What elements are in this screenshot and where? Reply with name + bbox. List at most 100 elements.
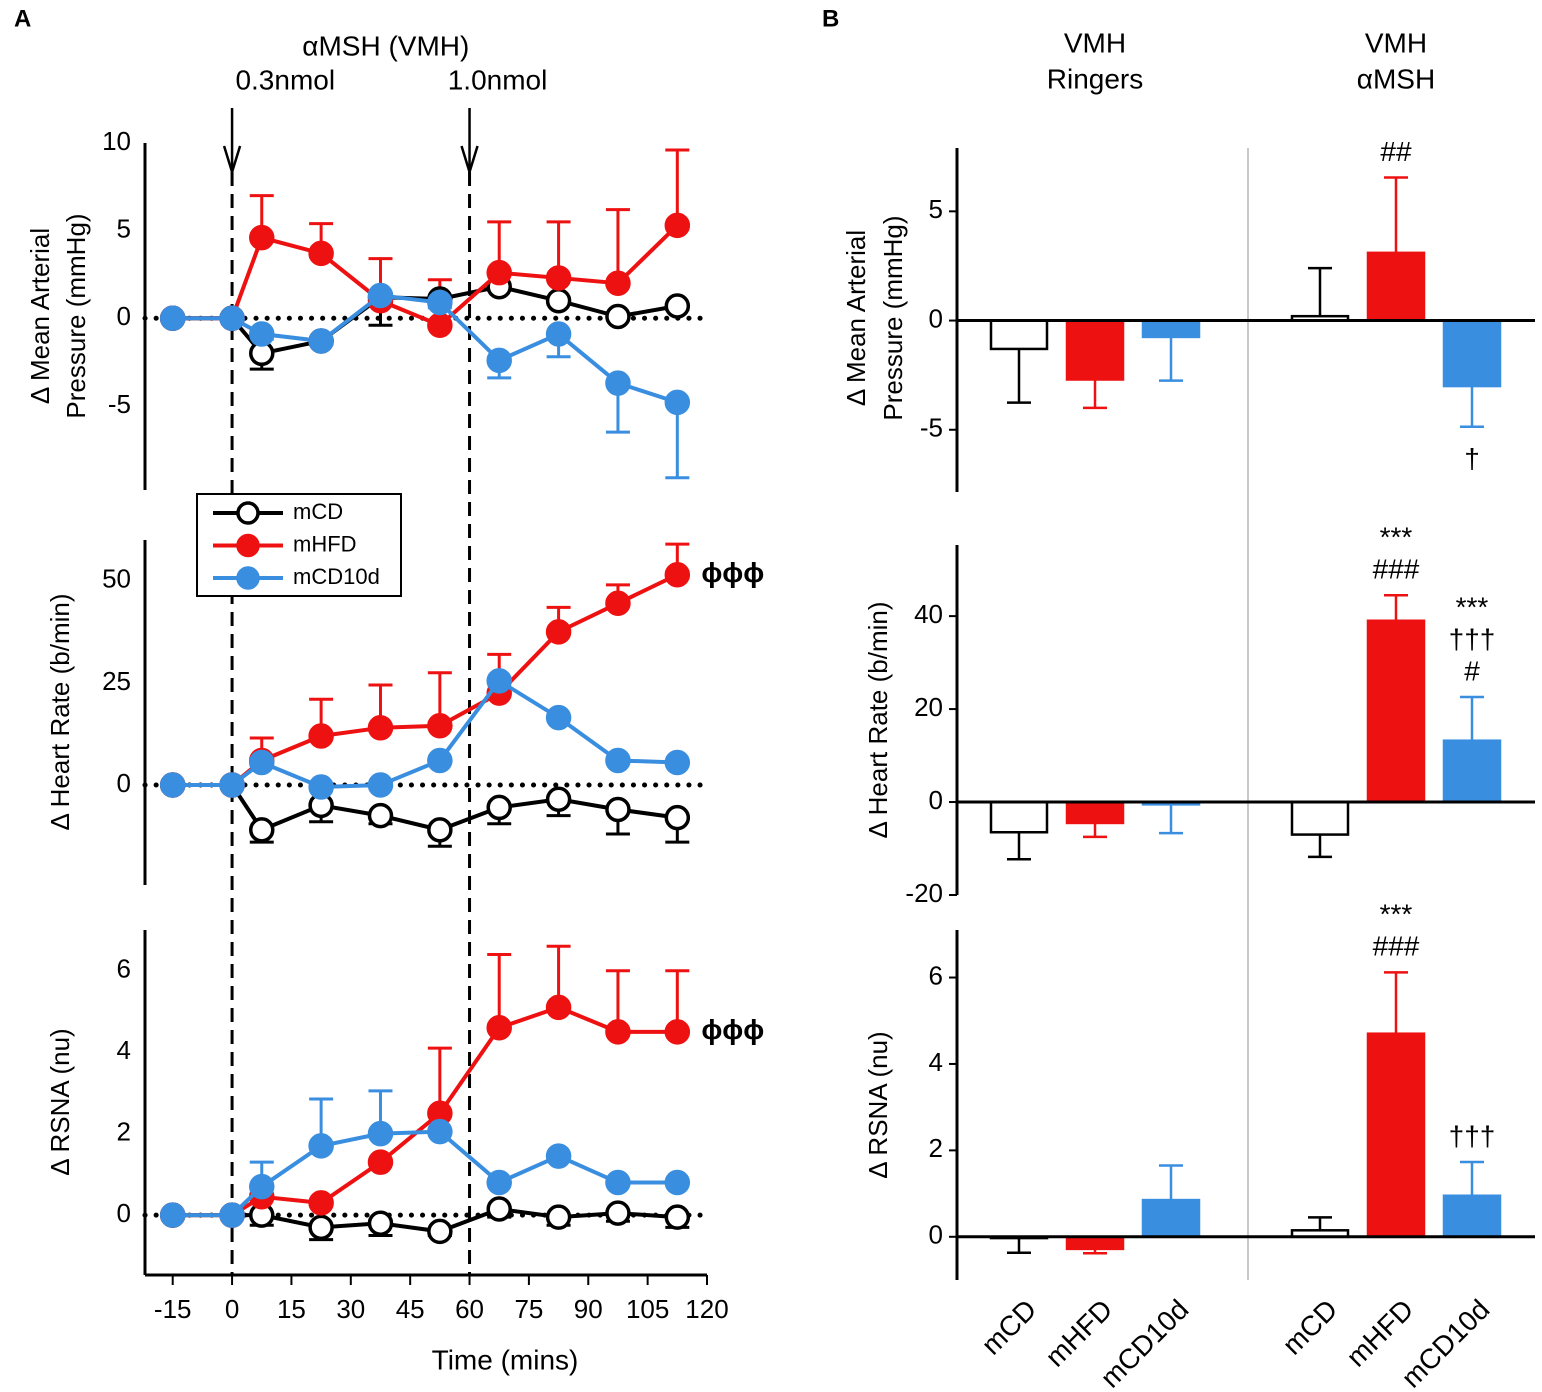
legend-marker [236,501,260,525]
y-tick-label: 6 [117,954,131,984]
series-line [172,782,678,833]
series-line [172,1005,678,1218]
data-point [664,1204,691,1230]
data-point [249,224,275,251]
data-point [486,259,512,286]
annotation: ## [1380,136,1412,167]
x-tick-label: 120 [685,1294,728,1324]
event-arrowhead [222,145,242,177]
group-label: αMSH [1357,63,1435,94]
bar [1065,1235,1125,1251]
data-point [605,747,631,774]
annotation: *** [1380,899,1413,930]
y-tick-label: 2 [117,1117,131,1147]
x-axis-label: Time (mins) [432,1344,579,1375]
y-tick-label: 0 [117,1198,131,1228]
data-point [664,212,691,239]
data-point [308,240,334,267]
y-tick-label: -20 [905,878,943,908]
data-point [308,1214,334,1241]
bar [1141,319,1201,339]
legend-label: mHFD [293,531,357,556]
annotation: *** [1456,591,1489,622]
data-point [427,1218,453,1245]
x-tick-label: 90 [574,1294,603,1324]
y-tick-label: 0 [929,303,943,333]
data-point [219,772,245,798]
legend-marker [236,566,260,590]
data-point [545,704,572,731]
data-point [605,270,631,296]
bar [1442,319,1502,388]
annotation: *** [1380,522,1413,553]
y-axis-label: Δ Heart Rate (b/min) [863,602,893,839]
data-point [605,1019,631,1045]
series-line [172,678,678,790]
data-point [367,802,394,829]
y-axis-label: Δ RSNA (nu) [45,1028,75,1175]
event-label: 0.3nmol [235,64,335,95]
group-label: VMH [1064,27,1126,58]
data-point [427,817,453,843]
x-tick-label: 105 [626,1294,669,1324]
annotation: ϕϕϕ [701,557,764,588]
data-point [605,1200,631,1226]
data-point [219,1202,245,1228]
x-tick-label: 30 [336,1294,365,1324]
data-point [249,1173,275,1200]
data-point [605,370,631,396]
y-tick-label: 0 [117,301,131,331]
data-point [427,747,453,774]
data-point [605,1169,631,1196]
legend-label: mCD [293,499,343,524]
data-point [367,715,394,741]
series-line [172,572,679,787]
panel-label: B [822,5,839,32]
data-point [664,804,691,831]
bar [1290,800,1350,836]
bar [1141,1198,1201,1239]
bar [1065,319,1125,381]
data-point [249,817,275,843]
data-point [605,796,631,823]
data-point [486,347,512,374]
data-point [427,312,453,339]
bar [1366,619,1426,804]
data-point [486,1015,512,1041]
data-point [545,786,572,813]
data-point [545,287,572,314]
series-line [172,223,679,328]
y-axis-label: Δ Heart Rate (b/min) [45,594,75,831]
y-tick-label: 4 [929,1047,943,1077]
x-tick-label: 0 [225,1294,239,1324]
data-point [545,1204,572,1230]
data-point [427,713,453,739]
data-point [664,293,691,319]
data-point [367,1210,394,1237]
x-tick-label: 75 [514,1294,543,1324]
event-label: 1.0nmol [448,64,548,95]
y-axis-label: Δ RSNA (nu) [863,1031,893,1178]
data-point [545,321,572,347]
y-axis-label: Pressure (mmHg) [61,213,91,418]
y-tick-label: 4 [117,1035,131,1065]
data-point [545,994,572,1021]
data-point [664,561,691,588]
data-point [308,328,334,354]
y-tick-label: 2 [929,1133,943,1163]
data-point [367,1120,394,1147]
data-point [427,289,453,316]
bar [989,319,1049,351]
data-point [219,305,245,332]
data-point [249,321,275,347]
data-point [545,1143,572,1169]
y-axis-label: Pressure (mmHg) [878,215,908,420]
data-point [545,265,572,291]
y-tick-label: 20 [914,692,943,722]
y-tick-label: 50 [102,564,131,594]
data-point [486,668,512,694]
data-point [367,282,394,309]
y-tick-label: 40 [914,599,943,629]
data-point [486,1169,512,1196]
